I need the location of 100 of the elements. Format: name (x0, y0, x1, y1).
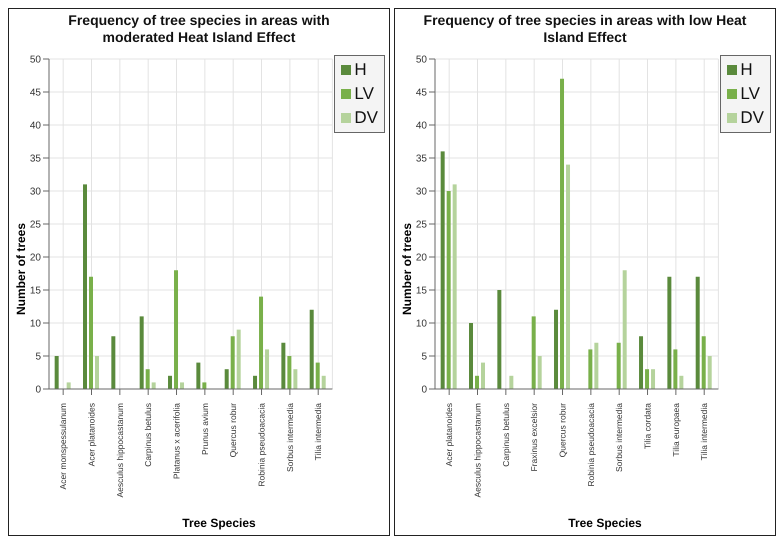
bar (696, 276, 700, 389)
bar (616, 342, 621, 389)
bar (622, 270, 627, 389)
x-tick-label: Platanus x acerifolia (172, 402, 182, 480)
bar (174, 270, 178, 389)
bar (509, 376, 514, 389)
x-tick-label: Tilia europaea (670, 402, 681, 457)
chart-title: Frequency of tree species in areas with moderated Heat Island Effect (67, 11, 331, 46)
bar (588, 349, 592, 389)
bar (168, 376, 172, 389)
bar (481, 362, 486, 389)
x-tick-label: Quercus robur (228, 402, 238, 458)
legend-label: LV (740, 83, 760, 105)
x-axis-title: Tree Species (181, 516, 257, 530)
bar (83, 184, 88, 389)
bar (667, 276, 672, 389)
y-axis-title: Number of trees (400, 222, 414, 316)
y-tick-label: 5 (421, 352, 428, 363)
bar (645, 369, 650, 389)
bar (66, 382, 71, 389)
legend-label: LV (354, 83, 374, 105)
y-tick-label: 50 (416, 54, 428, 66)
bar (679, 376, 684, 389)
bar (702, 336, 706, 389)
y-tick-label: 45 (30, 88, 42, 99)
bar (639, 336, 644, 389)
bar (440, 151, 445, 389)
x-tick-label: Tilia cordata (642, 402, 653, 449)
x-axis-title: Tree Species (567, 516, 643, 530)
legend-label: H (740, 59, 753, 81)
bar (196, 362, 200, 389)
y-tick-label: 40 (416, 120, 428, 132)
bar (89, 276, 94, 389)
legend-label: H (354, 59, 367, 81)
y-tick-label: 15 (30, 286, 42, 297)
x-tick-label: Acer platanoides (86, 403, 97, 466)
x-tick-label: Aesculus hippocastanum (114, 403, 125, 498)
y-tick-label: 45 (416, 88, 428, 99)
bar (146, 369, 150, 389)
bar (111, 336, 116, 389)
bar (140, 316, 144, 389)
y-tick-label: 15 (416, 286, 428, 297)
y-tick-label: 10 (416, 318, 428, 330)
y-tick-label: 35 (30, 154, 42, 165)
bar (532, 316, 536, 389)
x-tick-label: Carpinus betulus (500, 403, 511, 467)
y-tick-label: 30 (416, 186, 428, 198)
bar (265, 349, 270, 389)
y-tick-label: 20 (30, 252, 42, 264)
bar (152, 382, 156, 389)
x-tick-label: Acer platanoides (444, 403, 454, 466)
bar (566, 164, 570, 389)
bar (230, 336, 235, 389)
y-tick-label: 0 (35, 384, 42, 396)
y-tick-label: 50 (30, 54, 42, 66)
x-tick-label: Fraxinus excelsior (529, 402, 540, 472)
bar (293, 369, 298, 389)
bar (224, 369, 229, 389)
x-tick-label: Quercus robur (558, 402, 568, 458)
bar (54, 356, 59, 389)
bar (253, 376, 258, 389)
x-tick-label: Sorbus intermedia (614, 402, 624, 472)
y-axis-title: Number of trees (14, 222, 28, 316)
y-tick-label: 20 (416, 252, 428, 264)
bar (469, 323, 474, 389)
y-tick-label: 40 (30, 120, 42, 132)
x-tick-label: Aesculus hippocastanum (472, 403, 483, 498)
x-tick-label: Robinia pseudoacacia (586, 402, 596, 487)
bar (538, 356, 542, 389)
x-tick-label: Carpinus betulus (143, 403, 154, 467)
x-tick-label: Tilia intermedia (699, 402, 710, 460)
bar (95, 356, 100, 389)
bar (497, 290, 502, 389)
y-tick-label: 25 (30, 220, 42, 231)
bar (446, 191, 451, 389)
bar (180, 382, 184, 389)
x-tick-label: Robinia pseudoacacia (256, 402, 267, 487)
y-tick-label: 30 (30, 186, 42, 198)
bar (708, 356, 712, 389)
x-tick-label: Acer monspessulanum (58, 403, 68, 490)
legend-label: DV (354, 107, 378, 129)
y-tick-label: 0 (421, 384, 428, 396)
bar (322, 376, 326, 389)
chart-title: Frequency of tree species in areas with low Heat Island Effect (422, 11, 748, 46)
bar (236, 330, 241, 389)
bar (259, 296, 264, 389)
bar (452, 184, 457, 389)
x-tick-label: Tilia intermedia (313, 402, 324, 460)
bar (287, 356, 292, 389)
bar (316, 362, 320, 389)
y-tick-label: 5 (35, 352, 42, 363)
bar (554, 310, 558, 389)
bar (310, 310, 314, 389)
bar (475, 376, 480, 389)
x-tick-label: Prunus avium (200, 403, 210, 455)
bar (202, 382, 206, 389)
bar (594, 342, 598, 389)
y-tick-label: 10 (30, 318, 42, 330)
y-tick-label: 35 (416, 154, 428, 165)
legend-label: DV (740, 107, 764, 129)
